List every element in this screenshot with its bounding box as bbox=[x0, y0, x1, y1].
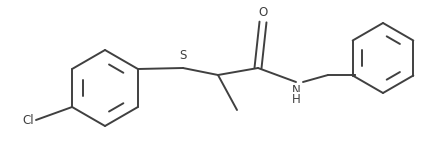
Text: H: H bbox=[292, 93, 300, 106]
Text: O: O bbox=[258, 6, 268, 19]
Text: Cl: Cl bbox=[22, 114, 34, 126]
Text: S: S bbox=[179, 49, 187, 62]
Text: N: N bbox=[292, 84, 300, 97]
